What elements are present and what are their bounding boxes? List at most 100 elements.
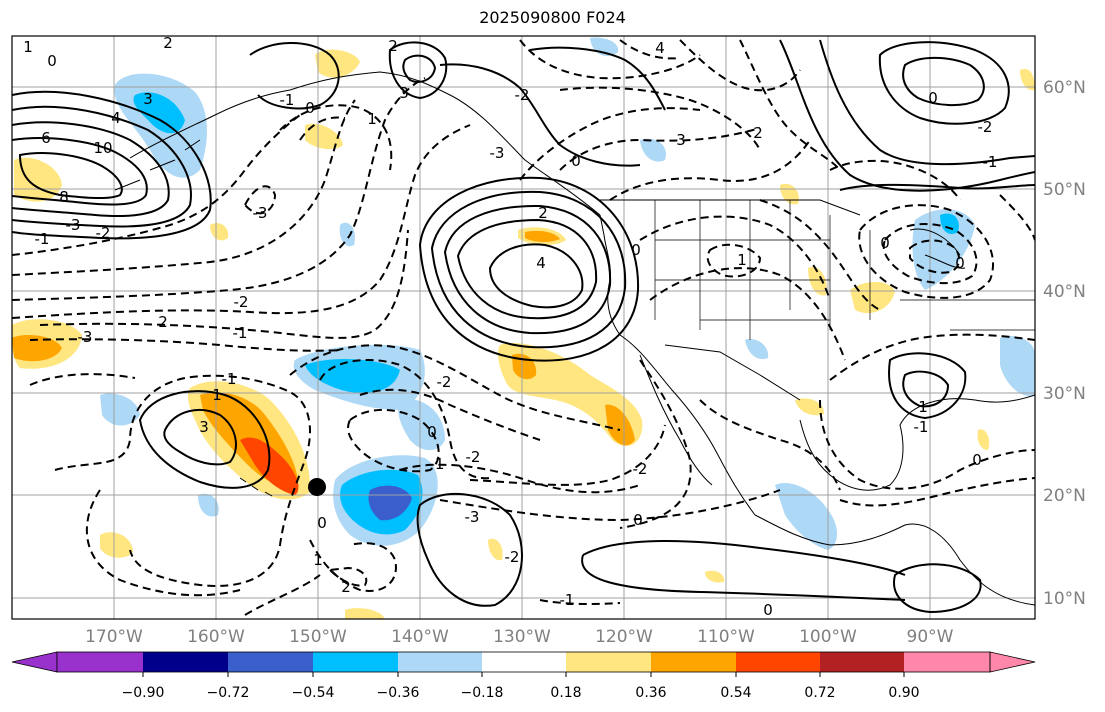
contour-label: 2 (388, 37, 398, 55)
anomaly-patch (345, 608, 385, 619)
contour-label: 4 (655, 39, 665, 57)
colorbar-segment (143, 652, 228, 672)
anomaly-patch (605, 404, 635, 446)
contour-label: -2 (978, 118, 993, 136)
contour-line (86, 489, 241, 597)
lon-label: 160°W (187, 627, 245, 647)
contour-line (469, 424, 666, 486)
contour-line (829, 333, 1035, 381)
contour-line (819, 39, 1035, 166)
contour-line (878, 41, 1010, 125)
lat-label: 10°N (1043, 589, 1086, 609)
contour-line (559, 127, 761, 171)
colorbar-ticks (142, 672, 905, 677)
contour-line (243, 185, 277, 215)
contour-label: -2 (515, 86, 530, 104)
contour-label: -3 (465, 508, 480, 526)
contour-label: -1 (914, 418, 929, 436)
anomaly-patch (14, 157, 62, 202)
contour-label: 2 (538, 204, 548, 222)
contour-line (456, 218, 598, 320)
contour-label: -1 (280, 91, 295, 109)
mexico-coast (754, 514, 1035, 606)
colorbar-segment (398, 652, 482, 672)
map-title: 2025090800 F024 (479, 8, 626, 27)
contour-line (439, 489, 781, 522)
contour-line (418, 176, 640, 362)
contour-line (138, 390, 271, 489)
contour-line (649, 267, 846, 361)
contour-line (779, 39, 1035, 192)
colorbar-extend-left (11, 651, 58, 673)
contour-line (829, 159, 961, 201)
contour-line (249, 42, 340, 110)
contour-line (12, 121, 170, 218)
contour-line (12, 114, 301, 256)
alaska-coast (129, 71, 601, 216)
anomaly-patch (1000, 335, 1035, 396)
contour-label: 2 (163, 34, 173, 52)
anomaly-patch (850, 282, 895, 314)
colorbar-tick-label: 0.36 (635, 685, 666, 701)
contour-line (902, 56, 985, 106)
lat-label: 30°N (1043, 384, 1086, 404)
contour-label: 0 (928, 89, 938, 107)
colorbar-tick-label: 0.18 (550, 685, 581, 701)
contour-line (443, 204, 612, 335)
us-west-coast (619, 334, 756, 516)
contour-line (909, 239, 961, 274)
contour-label: -2 (505, 548, 520, 566)
contour-line (309, 539, 397, 592)
hawaii (239, 477, 273, 497)
contour-label: 0 (47, 52, 57, 70)
contour-line (12, 99, 356, 276)
contour-label: -1 (233, 324, 248, 342)
contour-line (581, 540, 906, 601)
colorbar-tick-label: 0.54 (720, 685, 751, 701)
contour-label: -3 (66, 216, 81, 234)
contour-line (999, 194, 1035, 241)
contour-label: -3 (490, 144, 505, 162)
anomaly-patch (100, 532, 133, 558)
contour-label: 2 (753, 124, 763, 142)
contour-label: 0 (305, 99, 315, 117)
map-area (12, 36, 1035, 619)
contour-label: 1 (737, 251, 747, 269)
anomaly-patch (525, 230, 560, 242)
lon-label: 140°W (391, 627, 449, 647)
contour-line (839, 477, 1035, 507)
contour-line (902, 370, 950, 408)
anomaly-patch (12, 335, 62, 362)
contour-line (882, 223, 978, 285)
contour-label: 3 (399, 84, 409, 102)
colorbar-tick-label: 0.90 (888, 685, 919, 701)
colorbar-segment (313, 652, 398, 672)
contour-label: -3 (78, 328, 93, 346)
contour-line (299, 116, 346, 141)
anomaly-patch (100, 393, 140, 426)
latitude-labels: 60°N 50°N 40°N 30°N 20°N 10°N (1043, 78, 1086, 609)
contour-label: 0 (631, 241, 641, 259)
anomaly-patch (940, 213, 959, 235)
aleutians (114, 139, 201, 191)
contour-line (529, 46, 666, 111)
lat-label: 50°N (1043, 180, 1086, 200)
contour-label: 8 (59, 188, 69, 206)
contour-line (12, 77, 426, 301)
contour-line (12, 90, 212, 240)
contour-line (347, 408, 440, 473)
contour-label: 0 (571, 152, 581, 170)
anomaly-patch (780, 183, 799, 205)
us-canada-border (600, 199, 861, 216)
contour-label: 1 (367, 110, 377, 128)
colorbar-frame (56, 651, 991, 673)
anomaly-patch (398, 399, 445, 451)
contour-label: 4 (111, 109, 121, 127)
contour-line (327, 566, 368, 587)
contour-label: 1 (23, 38, 33, 56)
contour-label: 2 (341, 578, 351, 596)
lat-label: 60°N (1043, 78, 1086, 98)
contour-label: 0 (763, 601, 773, 619)
contour-line (163, 409, 237, 466)
contour-label: -2 (234, 293, 249, 311)
